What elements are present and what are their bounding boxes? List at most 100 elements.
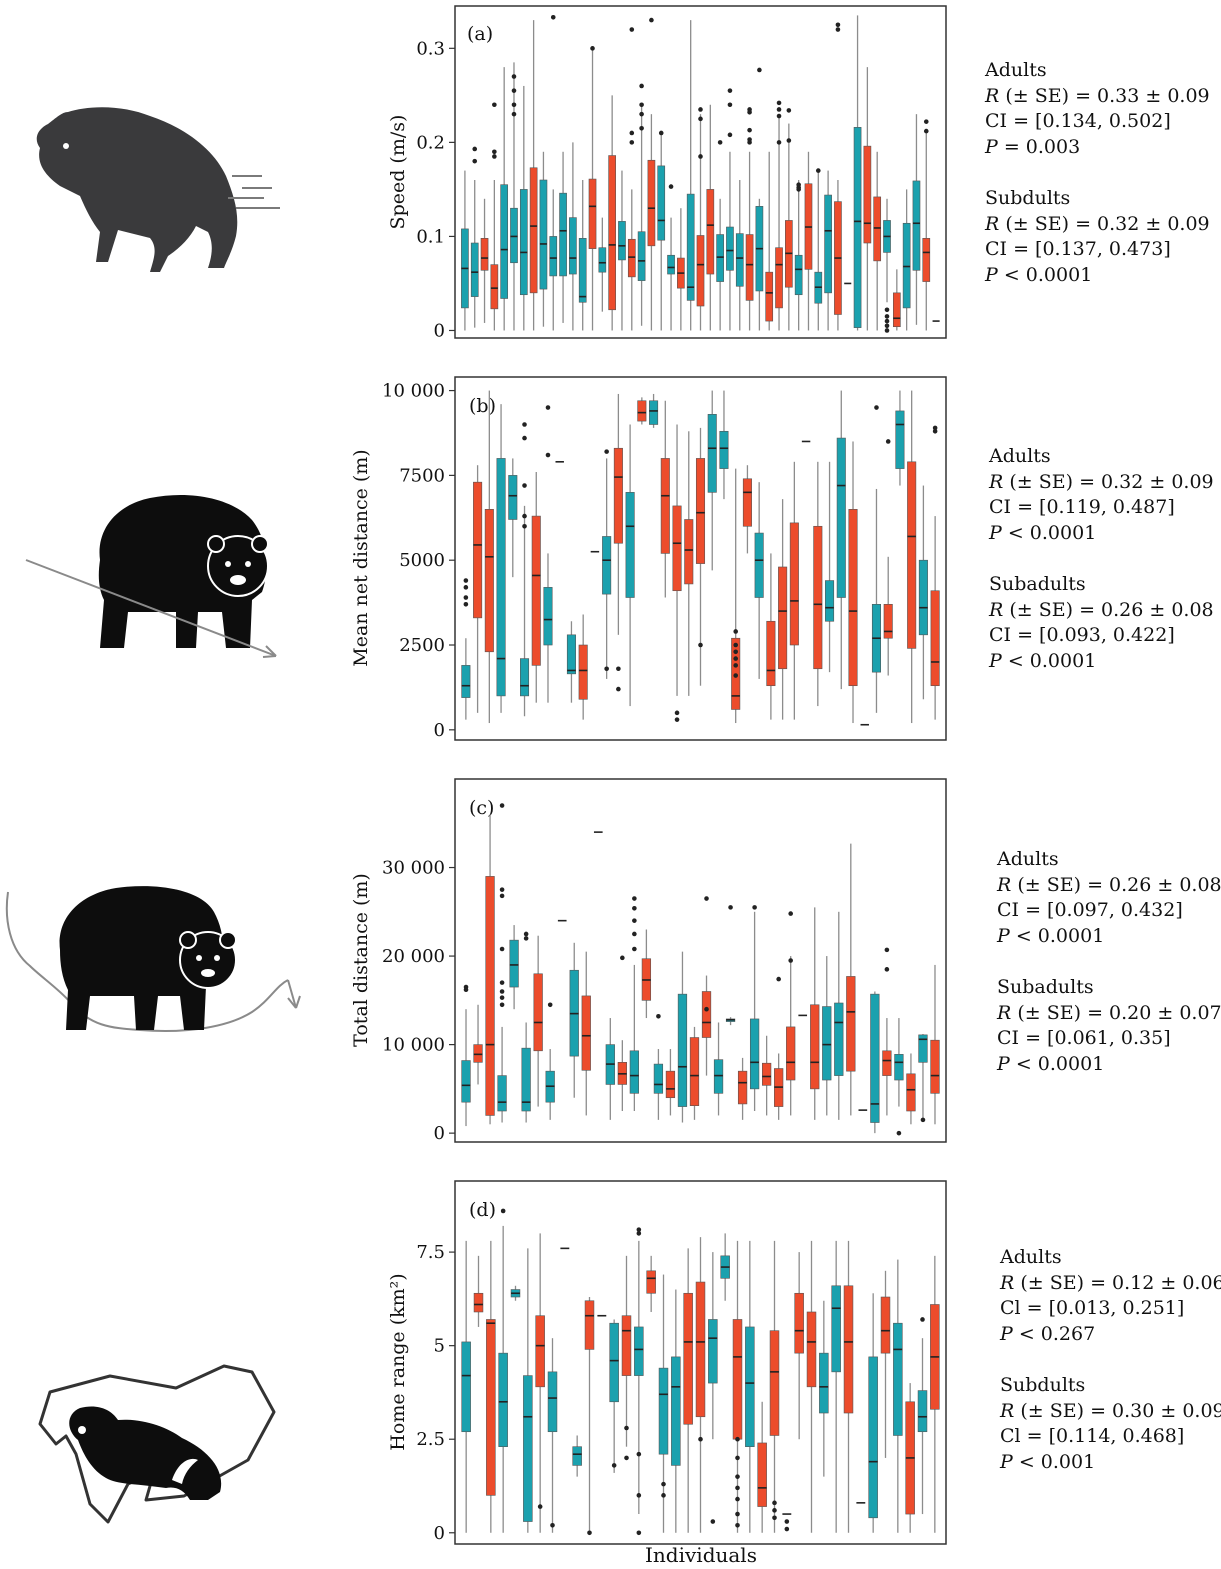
adult-box — [609, 1319, 619, 1473]
outlier-point — [772, 1500, 777, 1506]
adult-box — [831, 1240, 841, 1533]
y-tick-label: 10 000 — [382, 1035, 445, 1056]
adult-box — [461, 1240, 471, 1533]
outlier-point — [636, 1530, 642, 1536]
subadult-box — [789, 461, 799, 720]
iqr-box — [765, 271, 774, 322]
iqr-box — [789, 522, 799, 646]
adult-box — [716, 140, 724, 331]
subadult-box — [922, 119, 931, 331]
iqr-box — [824, 194, 832, 294]
net-distance-panel: (b) Mean net distance (m) 0 2500 5000 7500 1… — [350, 376, 947, 741]
iqr-box — [745, 1326, 755, 1448]
y-tick-labels: 0 0.1 0.2 0.3 — [416, 38, 455, 341]
outlier-point — [629, 140, 635, 145]
iqr-box — [707, 414, 717, 493]
iqr-box — [581, 995, 591, 1071]
iqr-box — [831, 1285, 841, 1373]
iqr-box — [846, 976, 856, 1072]
outlier-point — [639, 102, 644, 108]
y-tick-label: 0.3 — [416, 38, 445, 59]
plot-frame — [454, 376, 947, 741]
subadult-box — [873, 151, 882, 331]
y-axis-title: Mean net distance (m) — [350, 449, 372, 666]
outlier-point — [874, 405, 879, 410]
adult-box — [519, 85, 528, 331]
bear-total-distance-icon — [5, 886, 301, 1033]
adult-box — [572, 1435, 582, 1477]
iqr-box — [893, 1322, 903, 1436]
outlier-point — [733, 629, 738, 634]
subadult-box — [689, 1026, 700, 1120]
outlier-point — [884, 947, 890, 953]
iqr-box — [578, 644, 588, 700]
iqr-box — [529, 167, 538, 294]
outlier-point — [835, 22, 841, 28]
adult-box — [625, 424, 635, 707]
panel-tag: (a) — [467, 23, 493, 45]
iqr-box — [689, 1037, 700, 1107]
outlier-point — [704, 1006, 709, 1012]
subadult-box — [745, 107, 754, 331]
iqr-box — [486, 1319, 496, 1496]
iqr-box — [762, 1062, 772, 1086]
iqr-box — [646, 1270, 656, 1294]
adult-box — [918, 485, 928, 700]
outlier-point — [492, 149, 497, 155]
outlier-point — [884, 314, 890, 319]
subadult-box — [834, 22, 842, 331]
adult-box — [902, 189, 911, 331]
adult-box — [657, 130, 666, 331]
iqr-box — [665, 1070, 676, 1099]
y-tick-label: 5000 — [399, 550, 445, 571]
stats-group-adults: Adults R (± SE) = 0.12 ± 0.06 Cl = [0.01… — [1000, 1245, 1221, 1347]
adult-box — [824, 170, 832, 331]
subadult-box — [473, 1004, 483, 1085]
subadult-box — [794, 1252, 804, 1440]
subadult-box — [578, 614, 588, 720]
outlier-point — [611, 1463, 617, 1468]
iqr-box — [618, 221, 626, 261]
outlier-point — [500, 1208, 506, 1214]
adult-box — [578, 179, 587, 331]
outlier-point — [786, 108, 792, 113]
adult-box — [749, 905, 760, 1112]
outlier-point — [661, 1481, 666, 1487]
iqr-box — [686, 193, 695, 301]
outlier-point — [884, 328, 890, 333]
adult-box — [870, 991, 880, 1134]
subadult-box — [641, 929, 652, 1019]
outlier-point — [604, 666, 609, 672]
outlier-point — [649, 17, 654, 23]
subadult-box — [485, 814, 495, 1125]
iqr-box — [907, 461, 917, 649]
iqr-box — [584, 1300, 595, 1350]
outlier-point — [499, 887, 505, 892]
y-tick-label: 0 — [434, 1123, 445, 1144]
r-value: R (± SE) = 0.32 ± 0.09 — [985, 212, 1210, 235]
p-value: P < 0.001 — [1000, 1450, 1096, 1473]
outlier-point — [920, 1317, 925, 1322]
iqr-box — [461, 1060, 471, 1103]
iqr-box — [880, 1296, 891, 1354]
subadult-box — [584, 1297, 595, 1536]
iqr-box — [794, 254, 803, 296]
iqr-box — [578, 238, 587, 303]
adult-box — [707, 390, 717, 571]
adult-box — [794, 179, 803, 331]
y-tick-label: 10 000 — [382, 381, 445, 402]
subadult-box — [473, 465, 483, 713]
plot-frame — [454, 778, 947, 1143]
iqr-box — [569, 217, 577, 275]
subadult-box — [848, 441, 858, 724]
adult-box — [598, 217, 607, 312]
outlier-point — [735, 1436, 740, 1442]
adult-box — [461, 984, 471, 1127]
adult-box — [782, 1513, 792, 1532]
y-tick-labels: 0 2.5 5 7.5 — [416, 1242, 455, 1544]
iqr-box — [480, 238, 489, 271]
subadult-box — [637, 397, 647, 425]
adult-box — [461, 578, 471, 720]
iqr-box — [588, 178, 597, 249]
